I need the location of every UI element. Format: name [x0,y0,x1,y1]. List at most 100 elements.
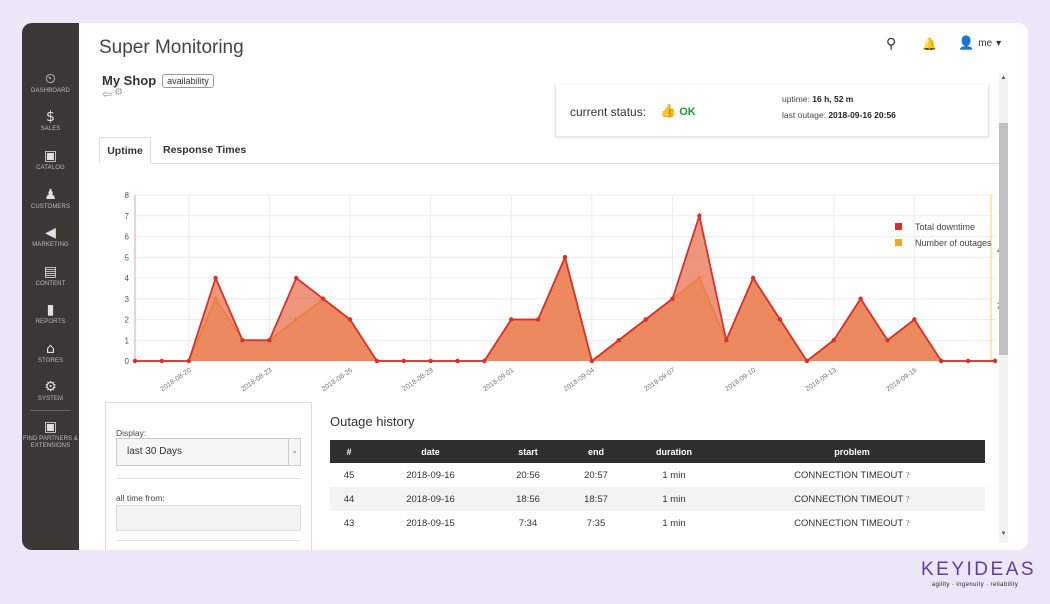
app-window: ⏲ DASHBOARD $ SALES ▣ CATALOG ♟ CUSTOMER… [22,23,1028,550]
sidebar-item-marketing[interactable]: ◀ MARKETING [22,225,79,249]
sidebar-item-content[interactable]: ▤ CONTENT [22,264,79,288]
data-point [643,317,648,322]
shop-actions: ⇦ ⚙ [102,87,123,101]
row-number: 43 [343,517,355,529]
data-point [535,317,541,322]
sidebar-item-label: DASHBOARD [31,88,70,94]
series-area [135,215,995,361]
scroll-down-arrow[interactable]: ▼ [1000,531,1007,537]
sidebar-item-label: FIND PARTNERS & EXTENSIONS [23,436,78,449]
settings-gear-icon[interactable]: ⚙ [114,87,124,98]
legend-swatch [895,223,902,230]
display-select[interactable]: last 30 Days ⌄ [116,438,301,466]
sidebar-item-sales[interactable]: $ SALES [22,109,79,133]
data-point [240,338,245,343]
all-time-from-input[interactable] [116,505,301,531]
availability-badge: availability [162,73,214,88]
data-point [912,317,917,322]
row-start: 20:56 [516,469,540,481]
y-tick-label: 8 [125,191,130,200]
back-arrow-icon[interactable]: ⇦ [102,87,113,101]
admin-sidebar: ⏲ DASHBOARD $ SALES ▣ CATALOG ♟ CUSTOMER… [22,23,79,550]
row-end: 7:35 [586,517,606,529]
sidebar-item-dashboard[interactable]: ⏲ DASHBOARD [22,71,79,95]
user-menu[interactable]: 👤 me ▾ [958,36,1001,51]
data-point [347,317,353,322]
tab-response-times[interactable]: Response Times [163,144,247,156]
catalog-box-icon: ▣ [43,148,58,164]
row-date: 2018-09-16 [406,469,455,481]
user-icon: 👤 [958,36,975,51]
sidebar-item-label: SALES [40,126,61,132]
y-tick-label: 5 [125,253,130,262]
col-header-start: start [493,440,563,463]
all-time-from-label: all time from: [116,493,165,503]
brand-tagline: agility · ingenuity · reliability [931,582,1019,588]
customers-icon: ♟ [44,187,57,203]
megaphone-icon: ◀ [45,225,56,241]
data-point [777,317,783,322]
legend-label: Number of outages [915,238,992,248]
uptime-value: 16 h, 52 m [812,94,854,104]
scroll-up-arrow[interactable]: ▲ [1000,75,1007,81]
y-tick-label: 0 [125,357,130,366]
x-tick-label: 2018-09-04 [563,367,596,393]
data-point [482,358,487,364]
sidebar-item-reports[interactable]: ▮ REPORTS [22,302,79,326]
table-row[interactable]: 45 2018-09-16 20:56 20:57 1 min CONNECTI… [330,463,985,487]
status-card: current status: 👍 OK uptime: 16 h, 52 m … [555,85,989,137]
gear-icon: ⚙ [44,379,57,395]
data-point [589,358,595,364]
data-point [401,358,406,364]
table-header-row: # date start end duration problem [330,440,985,463]
y-tick-label: 1 [125,336,130,345]
sidebar-item-label: CONTENT [35,281,66,287]
tab-uptime[interactable]: Uptime [99,137,151,164]
store-icon: ⌂ [46,341,55,357]
x-tick-label: 2018-08-26 [321,367,354,393]
data-point [965,358,971,364]
row-problem: CONNECTION TIMEOUT ? [719,487,985,511]
data-point [562,255,568,260]
search-icon[interactable]: ⚲ [886,36,897,52]
display-label: Display: [116,428,147,438]
table-row[interactable]: 43 2018-09-15 7:34 7:35 1 min CONNECTION… [330,511,985,535]
data-point [670,296,675,301]
help-icon[interactable]: ? [905,470,910,480]
help-icon[interactable]: ? [905,518,910,528]
sidebar-item-stores[interactable]: ⌂ STORES [22,341,79,365]
data-point [374,358,380,364]
last-outage-label: last outage: [782,110,826,120]
row-problem: CONNECTION TIMEOUT ? [719,511,985,535]
x-tick-label: 2018-08-29 [401,367,434,393]
help-icon[interactable]: ? [905,494,910,504]
x-tick-label: 2018-09-10 [724,367,757,393]
data-point [831,338,836,343]
right-y-tick-label: 4 [997,246,999,255]
row-number: 44 [330,487,368,511]
brand-name: KEYIDEAS [921,559,1037,580]
data-point [885,338,890,343]
row-duration: 1 min [662,517,686,529]
divider [116,478,301,479]
content-layout-icon: ▤ [43,264,58,280]
data-point [858,296,863,301]
sidebar-item-system[interactable]: ⚙ SYSTEM [22,379,79,403]
sidebar-item-find-partners[interactable]: ▣ FIND PARTNERS & EXTENSIONS [22,419,79,450]
data-point [428,358,433,364]
data-point [132,358,138,364]
sidebar-item-customers[interactable]: ♟ CUSTOMERS [22,187,79,211]
table-row[interactable]: 44 2018-09-16 18:56 18:57 1 min CONNECTI… [330,487,985,511]
sidebar-item-catalog[interactable]: ▣ CATALOG [22,148,79,172]
bell-icon[interactable]: 🔔 [922,37,937,51]
partners-box-icon: ▣ [43,419,58,435]
y-tick-label: 7 [125,212,130,221]
x-tick-label: 2018-08-23 [240,367,273,393]
status-ok: 👍 OK [660,104,696,119]
y-tick-label: 3 [125,295,130,304]
scrollbar-thumb[interactable] [999,123,1008,355]
col-header-end: end [563,440,629,463]
data-point [509,317,514,322]
data-point [294,275,299,281]
x-tick-label: 2018-08-20 [160,367,193,393]
